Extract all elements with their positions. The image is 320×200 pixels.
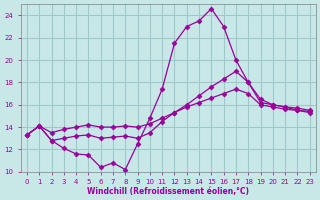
X-axis label: Windchill (Refroidissement éolien,°C): Windchill (Refroidissement éolien,°C)	[87, 187, 249, 196]
